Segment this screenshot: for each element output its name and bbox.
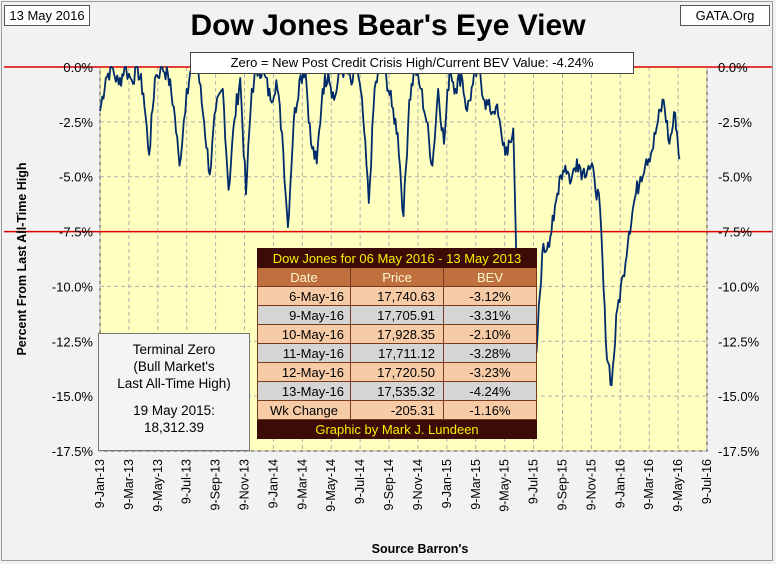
row-price: 17,705.91 [350,305,444,325]
table-row: 13-May-16 17,535.32 -4.24% [257,381,537,401]
x-tick-label: 9-Jan-13 [93,459,107,508]
y-tick-label-left: -5.0% [59,170,93,185]
row-bev: -3.23% [443,362,537,382]
row-bev: -3.31% [443,305,537,325]
row-date: 11-May-16 [257,343,351,363]
wk-change-row: Wk Change -205.31 -1.16% [257,400,537,420]
row-date: 9-May-16 [257,305,351,325]
row-date: 10-May-16 [257,324,351,344]
y-tick-label-left: -2.5% [59,115,93,130]
x-tick-label: 9-Jan-16 [613,459,627,508]
col-header-bev: BEV [443,267,537,287]
terminal-zero-line1: Terminal Zero [132,342,216,357]
row-bev: -3.12% [443,286,537,306]
x-tick-label: 9-Sep-13 [209,459,223,510]
wk-change-bev: -1.16% [443,400,537,420]
row-date: 12-May-16 [257,362,351,382]
terminal-zero-date: 19 May 2015: [133,403,215,418]
y-tick-label-left: -7.5% [59,225,93,240]
y-tick-label-right: -2.5% [718,115,752,130]
x-tick-label: 9-Jan-14 [266,459,280,508]
bev-note: Zero = New Post Credit Crisis High/Curre… [190,52,634,74]
row-price: 17,928.35 [350,324,444,344]
y-tick-label-right: -12.5% [718,334,760,349]
row-bev: -3.28% [443,343,537,363]
row-date: 6-May-16 [257,286,351,306]
y-tick-label-left: -15.0% [52,389,94,404]
table-footer: Graphic by Mark J. Lundeen [257,419,537,439]
y-tick-label-right: -15.0% [718,389,760,404]
y-tick-label-right: -10.0% [718,279,760,294]
table-row: 9-May-16 17,705.91 -3.31% [257,305,537,325]
row-price: 17,740.63 [350,286,444,306]
x-tick-label: 9-Sep-14 [382,459,396,510]
x-tick-label: 9-Mar-13 [122,459,136,510]
y-tick-label-right: -7.5% [718,225,752,240]
x-tick-label: 9-May-16 [671,459,685,512]
y-tick-label-left: 0.0% [63,60,93,75]
source-site-label: GATA.Org [680,5,770,26]
col-header-date: Date [257,267,351,287]
x-tick-label: 9-Jan-15 [440,459,454,508]
x-tick-label: 9-May-14 [324,459,338,512]
x-tick-label: 9-Mar-16 [642,459,656,510]
x-tick-label: 9-May-15 [498,459,512,512]
table-row: 11-May-16 17,711.12 -3.28% [257,343,537,363]
x-tick-label: 9-Jul-16 [700,459,714,504]
table-row: 6-May-16 17,740.63 -3.12% [257,286,537,306]
x-tick-label: 9-Mar-15 [469,459,483,510]
y-axis-title: Percent From Last All-Time High [15,162,29,355]
row-bev: -4.24% [443,381,537,401]
y-tick-label-left: -17.5% [52,444,94,459]
y-tick-label-right: 0.0% [718,60,748,75]
y-tick-label-left: -10.0% [52,279,94,294]
x-tick-label: 9-Nov-14 [411,459,425,510]
row-price: 17,711.12 [350,343,444,363]
row-date: 13-May-16 [257,381,351,401]
x-tick-label: 9-Jul-15 [527,459,541,504]
x-tick-label: 9-May-13 [151,459,165,512]
x-tick-label: 9-Nov-15 [584,459,598,510]
col-header-price: Price [350,267,444,287]
bev-series-line [99,66,681,387]
y-tick-label-right: -5.0% [718,170,752,185]
x-tick-label: 9-Sep-15 [555,459,569,510]
terminal-zero-line3: Last All-Time High) [117,376,231,391]
chart-title: Dow Jones Bear's Eye View [190,9,586,42]
x-tick-label: 9-Nov-13 [238,459,252,510]
x-axis-title: Source Barron's [372,542,469,556]
date-label: 13 May 2016 [4,5,90,26]
table-row: 10-May-16 17,928.35 -2.10% [257,324,537,344]
row-bev: -2.10% [443,324,537,344]
y-tick-label-left: -12.5% [52,334,94,349]
table-title: Dow Jones for 06 May 2016 - 13 May 2013 [257,248,537,268]
table-row: 12-May-16 17,720.50 -3.23% [257,362,537,382]
terminal-zero-line2: (Bull Market's [133,359,215,374]
x-tick-label: 9-Jul-14 [353,459,367,504]
wk-change-label: Wk Change [257,400,351,420]
x-tick-label: 9-Jul-13 [180,459,194,504]
dow-jones-table: Dow Jones for 06 May 2016 - 13 May 2013 … [257,248,537,439]
row-price: 17,535.32 [350,381,444,401]
row-price: 17,720.50 [350,362,444,382]
terminal-zero-value: 18,312.39 [143,420,205,435]
terminal-zero-box: Terminal Zero (Bull Market's Last All-Ti… [98,333,250,451]
y-tick-label-right: -17.5% [718,444,760,459]
x-tick-label: 9-Mar-14 [295,459,309,510]
wk-change-price: -205.31 [350,400,444,420]
